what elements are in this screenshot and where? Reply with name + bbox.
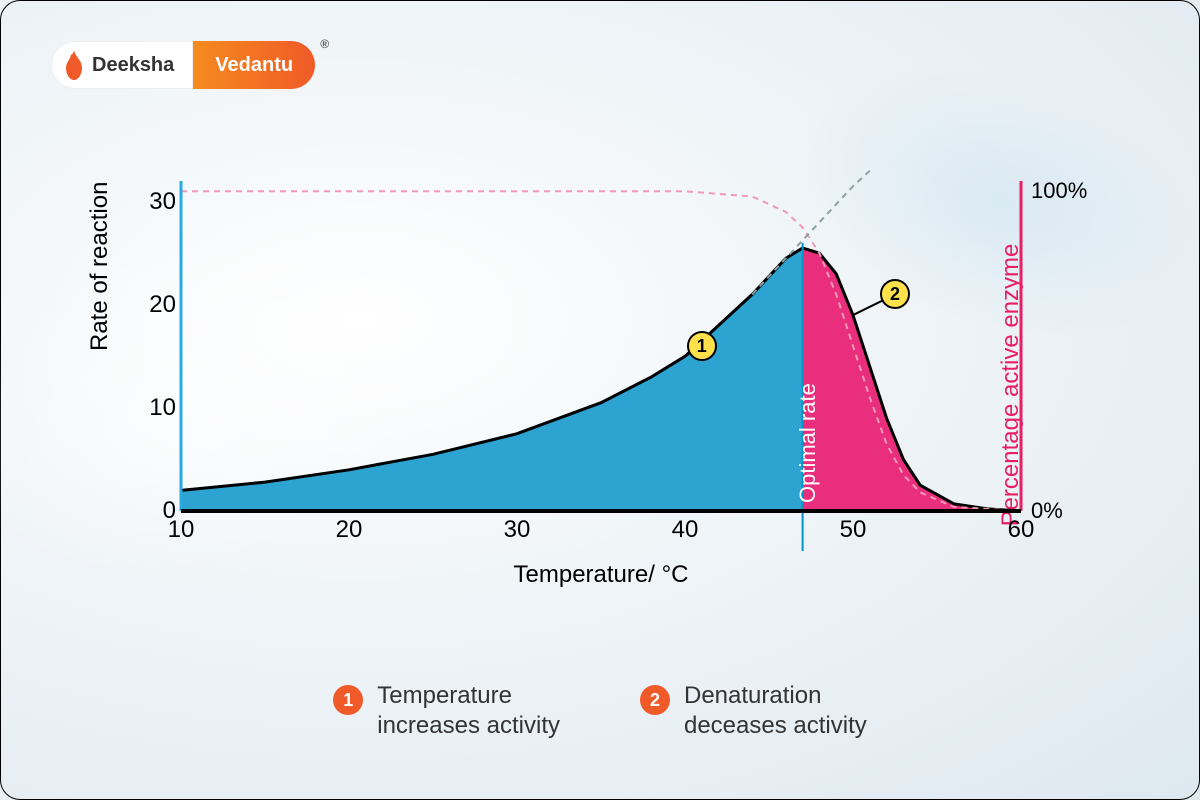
callout-badge: 1 — [687, 331, 717, 361]
y-tick: 30 — [126, 188, 176, 216]
brand-logo: Deeksha Vedantu ® — [51, 41, 315, 89]
y-axis-left-label: Rate of reaction — [86, 182, 114, 351]
legend-item-2: 2 Denaturation deceases activity — [640, 681, 867, 741]
legend-badge-2: 2 — [640, 685, 670, 715]
y2-tick: 100% — [1031, 178, 1087, 204]
y-tick: 20 — [126, 291, 176, 319]
logo-left-text: Deeksha — [92, 54, 174, 77]
x-tick: 50 — [840, 516, 867, 544]
legend-text-2: Denaturation deceases activity — [684, 681, 867, 741]
flame-icon — [62, 50, 86, 80]
plot-svg — [181, 181, 1021, 511]
x-tick: 10 — [168, 516, 195, 544]
chart-container: Rate of reaction Percentage active enzym… — [121, 171, 1081, 601]
legend-badge-1: 1 — [333, 685, 363, 715]
y-tick: 10 — [126, 394, 176, 422]
legend: 1 Temperature increases activity 2 Denat… — [1, 681, 1199, 741]
legend-item-1: 1 Temperature increases activity — [333, 681, 560, 741]
x-axis-label: Temperature/ °C — [514, 561, 689, 589]
logo-left: Deeksha — [51, 41, 193, 89]
logo-right-text: Vedantu — [215, 54, 293, 77]
y2-tick: 0% — [1031, 498, 1063, 524]
legend-text-1: Temperature increases activity — [377, 681, 560, 741]
region-1 — [181, 248, 803, 511]
x-tick: 30 — [504, 516, 531, 544]
x-tick: 40 — [672, 516, 699, 544]
x-tick: 20 — [336, 516, 363, 544]
plot-area — [181, 181, 1021, 511]
registered-mark: ® — [320, 37, 329, 51]
logo-right: Vedantu ® — [193, 41, 315, 89]
